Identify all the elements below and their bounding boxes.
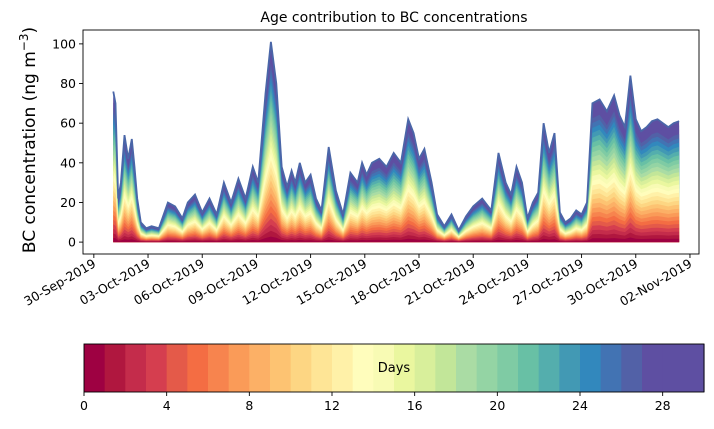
colorbar-swatch (497, 344, 519, 392)
total-bc-line (112, 41, 680, 233)
colorbar-swatch (125, 344, 147, 392)
colorbar-swatch (435, 344, 457, 392)
stacked-areas (112, 41, 680, 243)
colorbar-swatch (270, 344, 292, 392)
y-tick-label: 80 (60, 76, 76, 91)
colorbar-swatch (166, 344, 188, 392)
colorbar-swatch (538, 344, 560, 392)
colorbar-frame (83, 343, 705, 393)
y-tick-label: 40 (60, 155, 76, 170)
colorbar-swatch (104, 344, 126, 392)
colorbar-tick-label: 0 (80, 398, 88, 413)
colorbar-swatch (476, 344, 498, 392)
colorbar-swatch (311, 344, 333, 392)
y-tick-label: 0 (68, 235, 76, 250)
colorbar-swatch (146, 344, 168, 392)
age-layer-day-2 (113, 224, 680, 243)
colorbar-swatch (228, 344, 250, 392)
y-tick-label: 100 (52, 36, 76, 51)
colorbar-swatch (332, 344, 354, 392)
colorbar-swatch (290, 344, 312, 392)
plot-frame (82, 29, 700, 255)
colorbar-tick-label: 28 (655, 398, 671, 413)
colorbar-swatch (352, 344, 374, 392)
colorbar-tick-label: 24 (572, 398, 588, 413)
y-tick-label: 60 (60, 116, 76, 131)
colorbar-swatch (414, 344, 436, 392)
colorbar-swatch (621, 344, 643, 392)
colorbar-tick-label: 4 (163, 398, 171, 413)
colorbar-tick-label: 8 (245, 398, 253, 413)
colorbar-swatch (683, 344, 705, 392)
colorbar-tick-label: 20 (489, 398, 505, 413)
y-axis-label: BC concentration (ng m−3) (17, 27, 40, 253)
colorbar-swatch (518, 344, 540, 392)
age-layer-day-0 (113, 236, 680, 243)
colorbar-swatch (187, 344, 209, 392)
colorbar-swatch (373, 344, 395, 392)
colorbar-swatch (559, 344, 581, 392)
y-tick-label: 20 (60, 195, 76, 210)
age-layer-day-1 (113, 230, 680, 243)
colorbar-swatch (580, 344, 602, 392)
colorbar-swatch (84, 344, 106, 392)
colorbar-swatch (600, 344, 622, 392)
colorbar-swatch (456, 344, 478, 392)
colorbar-tick-label: 16 (407, 398, 423, 413)
colorbar-swatch (208, 344, 230, 392)
colorbar-swatch (394, 344, 416, 392)
chart-title: Age contribution to BC concentrations (260, 10, 527, 26)
colorbar-label: Days (378, 361, 411, 376)
colorbar: 0 4 8 12 16 20 24 28 (80, 343, 705, 413)
colorbar-swatch (249, 344, 271, 392)
colorbar-swatch (662, 344, 684, 392)
colorbar-tick-label: 12 (324, 398, 340, 413)
colorbar-swatch (642, 344, 664, 392)
